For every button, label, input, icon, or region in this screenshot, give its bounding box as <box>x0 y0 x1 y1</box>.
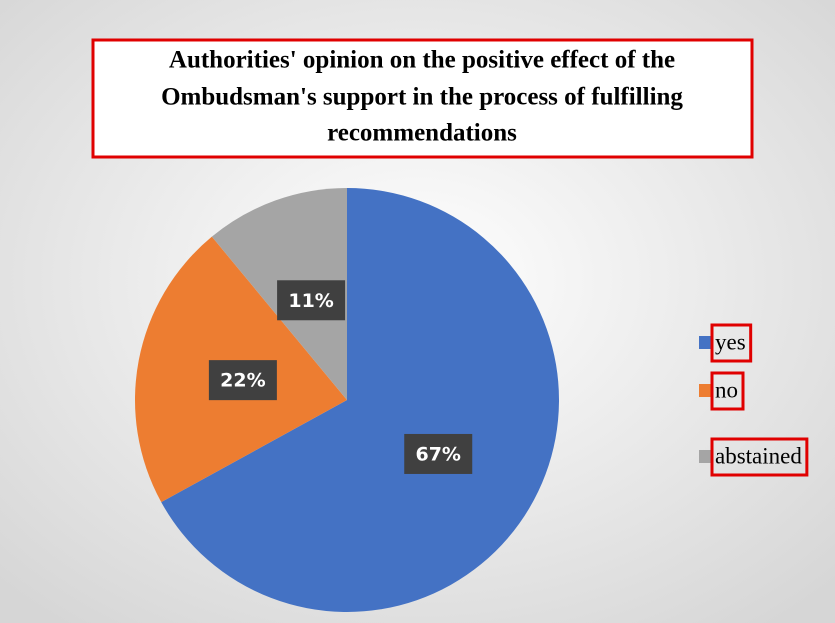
pie-slice <box>161 188 559 612</box>
value-label: 67% <box>415 443 460 465</box>
legend-label: abstained <box>715 443 802 468</box>
value-label: 22% <box>220 370 265 392</box>
legend-box <box>710 323 753 363</box>
legend-swatch <box>699 450 712 463</box>
legend-label: yes <box>715 329 746 354</box>
legend-box <box>710 371 745 411</box>
value-label-box <box>277 280 346 321</box>
legend-swatch <box>699 336 712 349</box>
value-label: 11% <box>288 290 333 312</box>
legend-box <box>710 437 809 477</box>
title-box <box>91 38 754 159</box>
chart-title: Authorities' opinion on the positive eff… <box>169 47 675 74</box>
legend-label: no <box>715 377 738 402</box>
pie: 67% 22% 11% <box>135 188 559 612</box>
legend: yes no abstained <box>699 323 809 477</box>
chart-title: Ombudsman's support in the process of fu… <box>161 84 683 111</box>
chart-title: recommendations <box>327 120 517 147</box>
legend-swatch <box>699 384 712 397</box>
value-label-box <box>208 360 277 401</box>
value-label-box <box>404 433 473 474</box>
